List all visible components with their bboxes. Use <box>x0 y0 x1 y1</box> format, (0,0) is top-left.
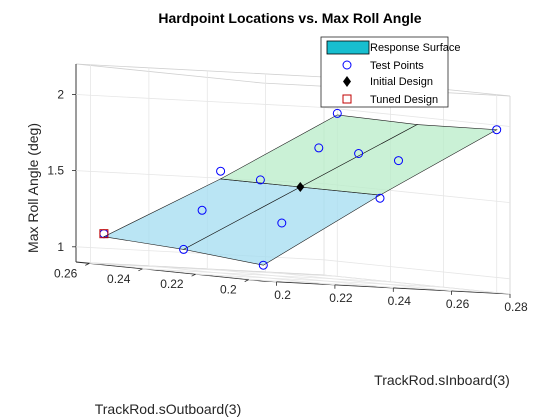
grid-line-x <box>148 265 335 286</box>
grid-line-z <box>75 94 325 108</box>
grid-line-y <box>248 279 497 293</box>
test-point-9 <box>394 156 403 166</box>
z-axis-label: Max Roll Angle (deg) <box>25 123 41 253</box>
grid-line-z <box>75 246 325 261</box>
test-point-0 <box>258 260 268 270</box>
back-edge <box>75 63 263 84</box>
x-tick-label-3: 0.26 <box>446 297 470 311</box>
grid-line-y <box>89 263 338 277</box>
grid-line-y <box>142 268 391 283</box>
grid-line-y <box>195 273 444 288</box>
y-tick-label-3: 0.26 <box>54 266 78 280</box>
grid-lines <box>75 64 511 295</box>
x-tick-label-1: 0.22 <box>329 291 353 305</box>
grid-line-z <box>323 259 511 280</box>
y-tick-mark <box>138 268 143 272</box>
test-point-3 <box>179 244 189 254</box>
legend-label-test-points: Test Points <box>370 60 424 72</box>
tuned-design-marker <box>99 229 109 239</box>
y-tick-mark <box>244 279 249 282</box>
legend-diamond-icon <box>343 76 351 87</box>
test-point-10 <box>197 205 207 215</box>
initial-design-marker <box>296 182 305 192</box>
y-axis-line <box>75 261 263 282</box>
grid-line-x <box>90 262 277 283</box>
test-point-11 <box>255 175 265 185</box>
y-tick-mark <box>85 263 90 266</box>
x-tick-label-4: 0.28 <box>504 300 528 314</box>
legend-circle-icon <box>342 60 352 70</box>
test-points <box>99 108 502 270</box>
test-point-2 <box>492 125 502 135</box>
test-point-7 <box>332 108 342 118</box>
tick-labels: 0.2 0.22 0.24 0.26 0.28 0.2 0.22 0.24 0.26 1 1.5 2 <box>47 88 528 315</box>
z-tick-label-1: 1.5 <box>47 164 64 178</box>
y-tick-label-2: 0.24 <box>107 272 131 286</box>
z-tick-label-2: 2 <box>57 88 64 102</box>
legend-label-tuned: Tuned Design <box>370 94 438 106</box>
y-tick-label-1: 0.22 <box>160 277 184 291</box>
y-tick-mark <box>191 273 196 277</box>
test-point-12 <box>314 143 324 153</box>
back-edge <box>75 63 325 78</box>
legend-label-surface: Response Surface <box>370 42 461 54</box>
test-point-4 <box>354 149 364 158</box>
test-point-8 <box>277 218 287 228</box>
legend-label-initial: Initial Design <box>370 76 433 88</box>
test-point-6 <box>216 166 226 176</box>
z-tick-label-0: 1 <box>57 240 64 254</box>
x-axis-label: TrackRod.sInboard(3) <box>374 372 510 388</box>
legend: Response Surface Test Points Initial Des… <box>320 36 461 108</box>
chart-title: Hardpoint Locations vs. Max Roll Angle <box>158 10 421 26</box>
legend-square-icon <box>342 94 352 104</box>
grid-line-x <box>265 271 452 292</box>
test-point-1 <box>375 193 385 203</box>
grid-line-x <box>323 274 511 295</box>
surface-patch-3 <box>219 114 418 188</box>
x-tick-label-0: 0.2 <box>274 288 291 302</box>
grid-line-x <box>207 268 394 289</box>
y-tick-label-0: 0.2 <box>220 283 237 297</box>
legend-surface-swatch <box>326 40 370 55</box>
x-tick-label-2: 0.24 <box>388 294 412 308</box>
back-edge <box>75 261 325 276</box>
grid-line-z <box>323 107 511 127</box>
y-axis-label: TrackRod.sOutboard(3) <box>95 401 242 417</box>
